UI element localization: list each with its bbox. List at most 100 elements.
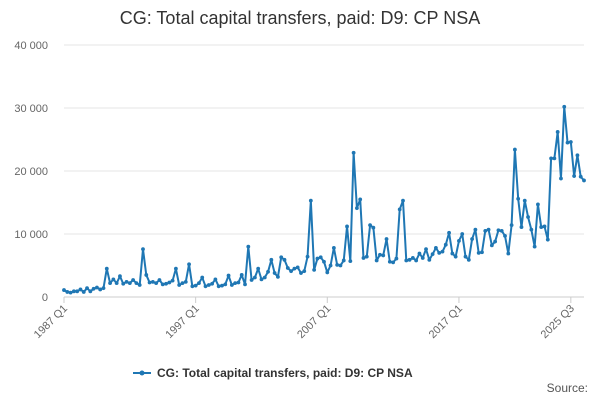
data-point <box>470 237 475 241</box>
data-point <box>160 282 165 287</box>
data-point <box>384 237 389 241</box>
data-point <box>536 202 540 207</box>
y-tick-label: 10 000 <box>14 229 48 241</box>
data-point <box>252 275 257 280</box>
data-point <box>516 196 521 201</box>
data-point <box>407 257 412 262</box>
data-point <box>180 281 185 286</box>
data-point <box>545 237 550 242</box>
data-point <box>262 275 267 280</box>
data-point <box>98 287 103 292</box>
data-point <box>154 281 159 286</box>
x-tick-label: 2025 Q3 <box>539 303 577 341</box>
data-point <box>104 266 109 271</box>
data-point <box>453 254 458 259</box>
data-point <box>489 243 494 248</box>
data-point <box>450 251 455 256</box>
data-point <box>65 290 70 294</box>
data-point <box>371 225 376 230</box>
data-point <box>381 253 386 258</box>
data-point <box>243 282 247 287</box>
data-point <box>568 140 573 144</box>
data-point <box>338 263 343 268</box>
data-point <box>378 252 382 257</box>
data-point <box>206 283 211 287</box>
data-point <box>236 280 241 285</box>
data-point <box>272 271 277 275</box>
data-point <box>177 283 182 287</box>
data-point <box>210 281 215 286</box>
data-point <box>183 279 188 284</box>
data-point <box>315 256 320 261</box>
data-point <box>269 257 274 262</box>
data-point <box>213 277 218 282</box>
data-point <box>559 176 563 181</box>
data-point <box>150 279 155 284</box>
data-point <box>348 259 353 263</box>
data-point <box>302 269 307 274</box>
data-point <box>519 225 524 229</box>
data-point <box>108 281 112 286</box>
x-tick-label: 2017 Q1 <box>427 303 465 341</box>
data-point <box>358 197 363 202</box>
data-point <box>387 259 392 264</box>
data-point <box>124 279 129 284</box>
data-point <box>325 270 330 275</box>
data-point <box>95 285 99 290</box>
data-point <box>345 224 349 229</box>
data-point <box>259 277 264 282</box>
data-point <box>374 258 379 263</box>
data-point <box>437 251 442 255</box>
data-point <box>68 290 73 295</box>
data-point <box>447 230 451 235</box>
legend-marker <box>139 370 145 376</box>
data-point <box>229 283 234 287</box>
data-point <box>328 263 333 268</box>
data-point <box>463 254 468 259</box>
data-point <box>173 266 178 271</box>
data-point <box>401 198 405 203</box>
data-point <box>486 227 491 232</box>
data-point <box>355 206 359 211</box>
data-point <box>200 275 205 280</box>
x-tick-label: 2007 Q1 <box>295 303 333 341</box>
series-line <box>63 105 585 294</box>
data-point <box>417 251 422 256</box>
data-point <box>506 251 511 256</box>
data-point <box>318 255 323 260</box>
data-point <box>460 232 465 236</box>
data-point <box>276 274 280 279</box>
data-point <box>75 289 80 294</box>
data-point <box>542 224 547 229</box>
data-point <box>443 242 448 247</box>
data-point <box>427 257 432 262</box>
y-tick-label: 40 000 <box>14 40 48 52</box>
data-point <box>167 280 172 285</box>
data-point <box>509 223 514 228</box>
data-point <box>85 286 89 291</box>
data-point <box>226 273 231 278</box>
data-point <box>216 284 221 289</box>
data-point <box>111 277 116 282</box>
data-point <box>512 147 517 152</box>
data-point <box>308 198 313 203</box>
data-point <box>137 283 142 287</box>
data-point <box>170 278 175 283</box>
data-point <box>532 244 537 249</box>
data-point <box>71 289 76 294</box>
data-point <box>141 247 145 252</box>
data-point <box>164 281 168 286</box>
data-point <box>466 257 471 262</box>
data-point <box>424 247 428 252</box>
data-point <box>292 266 297 271</box>
legend-label: CG: Total capital transfers, paid: D9: C… <box>157 366 413 380</box>
data-point <box>526 215 530 219</box>
data-point <box>144 273 149 277</box>
data-point <box>433 245 438 250</box>
data-point <box>480 250 484 255</box>
data-point <box>91 286 96 291</box>
data-point <box>121 281 126 286</box>
data-point <box>368 223 372 228</box>
data-point <box>118 274 122 279</box>
data-point <box>562 104 567 109</box>
